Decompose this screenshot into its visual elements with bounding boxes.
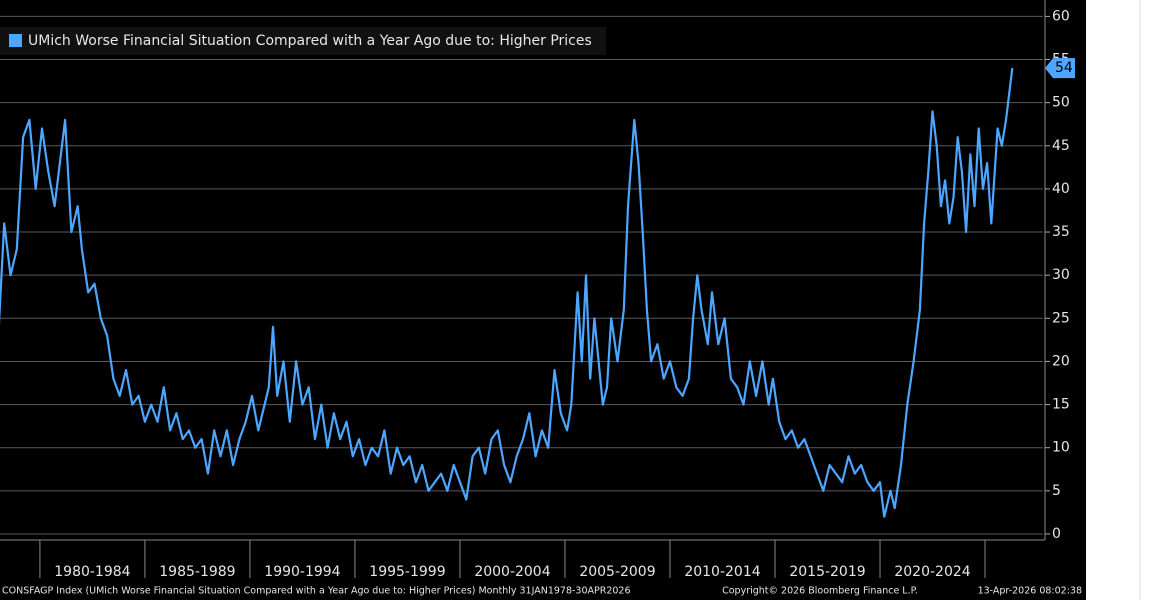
last-value-tag — [1045, 58, 1075, 79]
legend-label: UMich Worse Financial Situation Compared… — [28, 33, 592, 49]
y-tick-label: 60 — [1052, 8, 1070, 24]
footer-copyright: Copyright© 2026 Bloomberg Finance L.P. — [722, 586, 918, 597]
y-tick-label: 35 — [1052, 224, 1070, 240]
y-tick-label: 5 — [1052, 483, 1061, 499]
y-tick-label: 0 — [1052, 526, 1061, 542]
x-tick-label: 2015-2019 — [789, 564, 865, 580]
y-tick-label: 10 — [1052, 440, 1070, 456]
last-value-label: 54 — [1055, 60, 1073, 76]
x-tick-label: 2020-2024 — [894, 564, 970, 580]
legend-swatch — [9, 34, 22, 47]
x-tick-label: 1980-1984 — [54, 564, 130, 580]
series-line — [0, 67, 1014, 518]
y-tick-label: 15 — [1052, 397, 1070, 413]
footer-source: CONSFAGP Index (UMich Worse Financial Si… — [2, 586, 631, 597]
x-tick-label: 1995-1999 — [369, 564, 445, 580]
plot — [0, 67, 1014, 518]
y-tick-label: 50 — [1052, 95, 1070, 111]
y-tick-label: 40 — [1052, 181, 1070, 197]
legend-box — [0, 27, 606, 55]
x-tick-label: 1990-1994 — [264, 564, 340, 580]
footer-timestamp: 13-Apr-2026 08:02:38 — [978, 586, 1082, 597]
y-tick-label: 30 — [1052, 267, 1070, 283]
y-tick-label: 25 — [1052, 310, 1070, 326]
grid: 0510152025303540455055601980-19841985-19… — [0, 0, 1070, 580]
y-tick-label: 20 — [1052, 353, 1070, 369]
x-tick-label: 2000-2004 — [474, 564, 550, 580]
x-tick-label: 1985-1989 — [159, 564, 235, 580]
y-tick-label: 45 — [1052, 138, 1070, 154]
background — [0, 0, 1086, 600]
x-tick-label: 2005-2009 — [579, 564, 655, 580]
x-tick-label: 2010-2014 — [684, 564, 760, 580]
